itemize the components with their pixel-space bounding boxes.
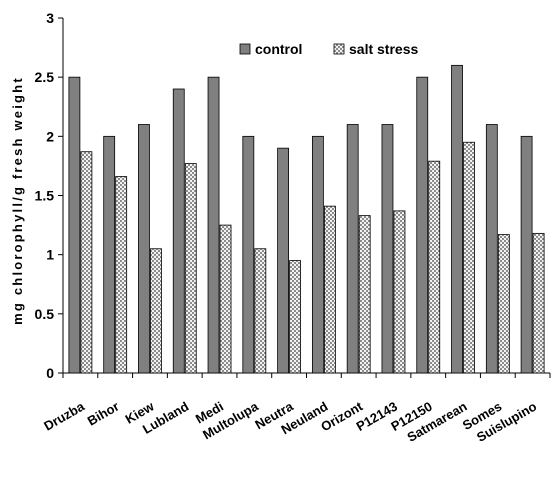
bar-control (485, 124, 498, 374)
y-tick-label: 2.5 (35, 69, 55, 85)
bar-control (520, 135, 533, 374)
bar-salt-stress (289, 260, 302, 374)
bar-control (172, 88, 185, 374)
bar-salt-stress (497, 234, 510, 374)
legend-label-salt-stress: salt stress (349, 41, 418, 57)
bar-control (416, 76, 429, 374)
x-category-label: Bihor (85, 399, 122, 429)
bar-control (277, 147, 290, 374)
y-tick-label: 2 (46, 128, 54, 144)
y-axis-label: mg chlorophyll/g fresh weight (10, 76, 25, 325)
y-axis: 0 0.5 1 1.5 2 2.5 3 (35, 10, 64, 381)
y-tick-label: 1 (46, 247, 54, 263)
bar-salt-stress (150, 248, 162, 374)
legend-label-control: control (255, 41, 302, 57)
bar-control (346, 124, 359, 374)
bar-control (242, 135, 255, 374)
bar-salt-stress (115, 176, 128, 374)
x-category-label: Druzba (41, 398, 87, 433)
bar-control (103, 135, 116, 374)
legend-swatch-salt-stress (333, 43, 345, 55)
bars (68, 64, 545, 374)
bar-salt-stress (532, 232, 545, 374)
legend-swatch-control (239, 43, 251, 55)
y-tick-label: 0 (46, 365, 54, 381)
bar-salt-stress (184, 163, 197, 374)
bar-control (68, 76, 81, 374)
y-tick-label: 1.5 (35, 188, 55, 204)
legend: control salt stress (239, 41, 418, 57)
bar-control (451, 64, 463, 374)
bar-control (311, 135, 324, 374)
bar-control (381, 124, 394, 374)
bar-salt-stress (393, 210, 406, 374)
bar-control (207, 76, 220, 374)
y-tick-label: 3 (46, 10, 54, 26)
bar-control (138, 124, 150, 374)
bar-salt-stress (323, 205, 336, 374)
bar-salt-stress (358, 215, 371, 374)
bar-salt-stress (463, 141, 475, 374)
bar-salt-stress (80, 151, 93, 374)
y-tick-label: 0.5 (35, 306, 55, 322)
bar-salt-stress (254, 248, 267, 374)
bar-salt-stress (428, 160, 441, 374)
bar-salt-stress (219, 224, 232, 374)
